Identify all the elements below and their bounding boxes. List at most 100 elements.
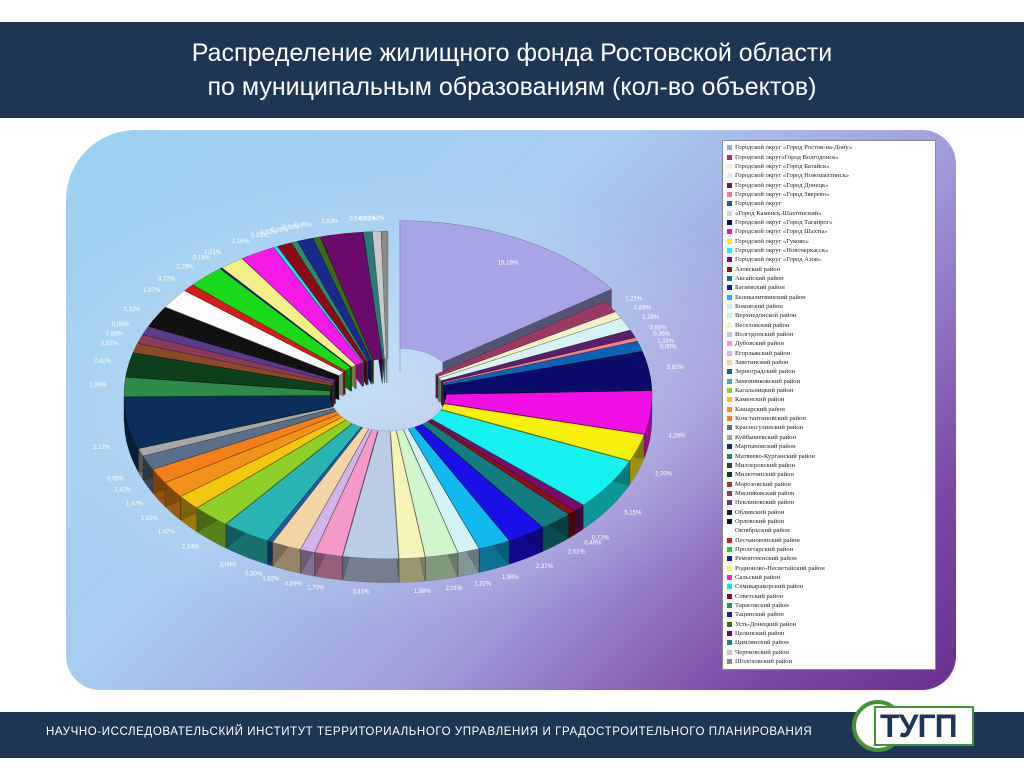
legend-label: Чертковский район bbox=[735, 648, 789, 656]
pie-data-label: 3,82% bbox=[667, 365, 685, 371]
legend-item: Городской округ «Новочеркасск» bbox=[727, 246, 932, 255]
legend-swatch bbox=[727, 631, 732, 637]
pie-data-label: 0,92% bbox=[101, 341, 119, 347]
pie-data-label: 3,41% bbox=[352, 590, 370, 596]
legend-label: Милютинский район bbox=[735, 471, 794, 479]
legend-item: Городской округ «Город Ростов-на-Дону» bbox=[727, 143, 932, 152]
pie-slice bbox=[148, 307, 340, 380]
pie-data-label: 5,15% bbox=[624, 510, 642, 516]
pie-slice bbox=[180, 417, 347, 508]
legend-label: Красносулинский район bbox=[735, 424, 804, 432]
pie-data-label: 2,12% bbox=[123, 307, 141, 313]
legend-swatch bbox=[727, 229, 732, 235]
pie-slice bbox=[196, 419, 353, 525]
legend-label: Куйбышевский район bbox=[735, 433, 797, 441]
legend-item: Октябрьский район bbox=[727, 526, 932, 535]
legend-item: Городской округ «Город Шахты» bbox=[727, 227, 932, 236]
pie-slice bbox=[390, 430, 426, 559]
pie-slice bbox=[300, 428, 372, 553]
pie-data-label: 1,47% bbox=[126, 502, 144, 508]
legend-item: Городской округ «Город Донецк» bbox=[727, 180, 932, 189]
legend-swatch bbox=[727, 425, 732, 431]
legend-item: Мясниковский район bbox=[727, 489, 932, 498]
legend-item: Тацинский район bbox=[727, 610, 932, 619]
pie-data-label: 0,80% bbox=[650, 326, 668, 332]
legend-item: Усть-Донецкий район bbox=[727, 620, 932, 629]
pie-data-label: 1,82% bbox=[262, 576, 280, 582]
pie-data-label: 0,45% bbox=[295, 223, 313, 229]
legend-item: Багаевский район bbox=[727, 283, 932, 292]
pie-slice bbox=[427, 420, 576, 515]
legend-item: «Город Каменск-Шахтинский» bbox=[727, 208, 932, 217]
legend-item: Шолоховский район bbox=[727, 657, 932, 666]
pie-data-label: 0,00% bbox=[660, 344, 678, 350]
pie-slice bbox=[165, 290, 344, 376]
pie-slice bbox=[272, 427, 369, 550]
legend-item: Семикаракорский район bbox=[727, 582, 932, 591]
pie-slice bbox=[138, 406, 335, 457]
legend-swatch bbox=[727, 257, 732, 263]
legend-label: Городской округ «Гуково» bbox=[735, 237, 809, 245]
pie-data-label: 0,98% bbox=[282, 225, 300, 231]
legend-swatch bbox=[727, 593, 732, 599]
logo-text: ТУГП bbox=[880, 708, 958, 744]
legend-label: Аксайский район bbox=[735, 274, 784, 282]
pie-data-label: 2,01% bbox=[446, 586, 464, 592]
pie-data-label: 1,47% bbox=[158, 530, 176, 536]
legend-swatch bbox=[727, 584, 732, 590]
legend-swatch bbox=[727, 304, 732, 310]
pie-slice bbox=[132, 343, 334, 386]
legend-label: Орловский район bbox=[735, 517, 785, 525]
legend-label: Городской округ «Город Ростов-на-Дону» bbox=[735, 144, 853, 152]
legend-label: Верхнедонской район bbox=[735, 312, 797, 320]
legend-label: Матвеево-Курганский район bbox=[735, 452, 816, 460]
legend-label: Мясниковский район bbox=[735, 489, 795, 497]
pie-data-label: 2,63% bbox=[321, 219, 339, 225]
legend-swatch bbox=[727, 649, 732, 655]
legend-swatch bbox=[727, 453, 732, 459]
legend-swatch bbox=[727, 481, 732, 487]
page-title-line-2: по муниципальным образованиям (кол-во об… bbox=[207, 73, 817, 101]
tugp-logo: ТУГП bbox=[852, 692, 984, 758]
pie-slice bbox=[184, 284, 346, 373]
legend-label: Кагальницкий район bbox=[735, 387, 794, 395]
legend-swatch bbox=[727, 163, 732, 169]
legend-item: Городской округ «Город Новошахтинск» bbox=[727, 171, 932, 180]
legend-item: Куйбышевский район bbox=[727, 433, 932, 442]
legend-swatch bbox=[727, 219, 732, 225]
legend-item: Дубовский район bbox=[727, 339, 932, 348]
legend-swatch bbox=[727, 191, 732, 197]
pie-slice bbox=[441, 329, 636, 383]
legend-item: Городской округ«Город Волгодонск» bbox=[727, 152, 932, 161]
legend-item: Городской округ «Город Таганрог» bbox=[727, 218, 932, 227]
legend-label: Семикаракорский район bbox=[735, 583, 804, 591]
pie-data-label: 0,42% bbox=[367, 216, 385, 222]
legend-label: Тацинский район bbox=[735, 611, 784, 619]
pie-data-label: 4,29% bbox=[668, 434, 686, 440]
legend-label: Морозовский район bbox=[735, 480, 791, 488]
legend-label: Веселовский район bbox=[735, 321, 790, 329]
pie-data-label: 1,70% bbox=[307, 585, 325, 591]
pie-slice bbox=[442, 337, 638, 384]
legend-swatch bbox=[727, 603, 732, 609]
legend-label: Тарасовский район bbox=[735, 602, 789, 610]
pie-slice bbox=[152, 411, 340, 483]
legend-label: Шолоховский район bbox=[735, 658, 793, 666]
legend-item: Морозовский район bbox=[727, 479, 932, 488]
legend-item: Орловский район bbox=[727, 517, 932, 526]
pie-slice bbox=[225, 423, 362, 541]
legend-label: Песчанокопский район bbox=[735, 536, 800, 544]
legend-label: Усть-Донецкий район bbox=[735, 620, 797, 628]
legend-label: Советский район bbox=[735, 592, 784, 600]
legend-item: Матвеево-Курганский район bbox=[727, 451, 932, 460]
legend-item: Городской округ bbox=[727, 199, 932, 208]
pie-data-label: 1,28% bbox=[642, 315, 660, 321]
legend-label: Обливский район bbox=[735, 508, 785, 516]
pie-data-label: 0,54% bbox=[349, 217, 367, 223]
legend-swatch bbox=[727, 145, 732, 151]
pie-slice bbox=[437, 311, 622, 379]
pie-slice bbox=[403, 428, 480, 554]
pie-data-label: 2,37% bbox=[536, 564, 554, 570]
legend-swatch bbox=[727, 556, 732, 562]
